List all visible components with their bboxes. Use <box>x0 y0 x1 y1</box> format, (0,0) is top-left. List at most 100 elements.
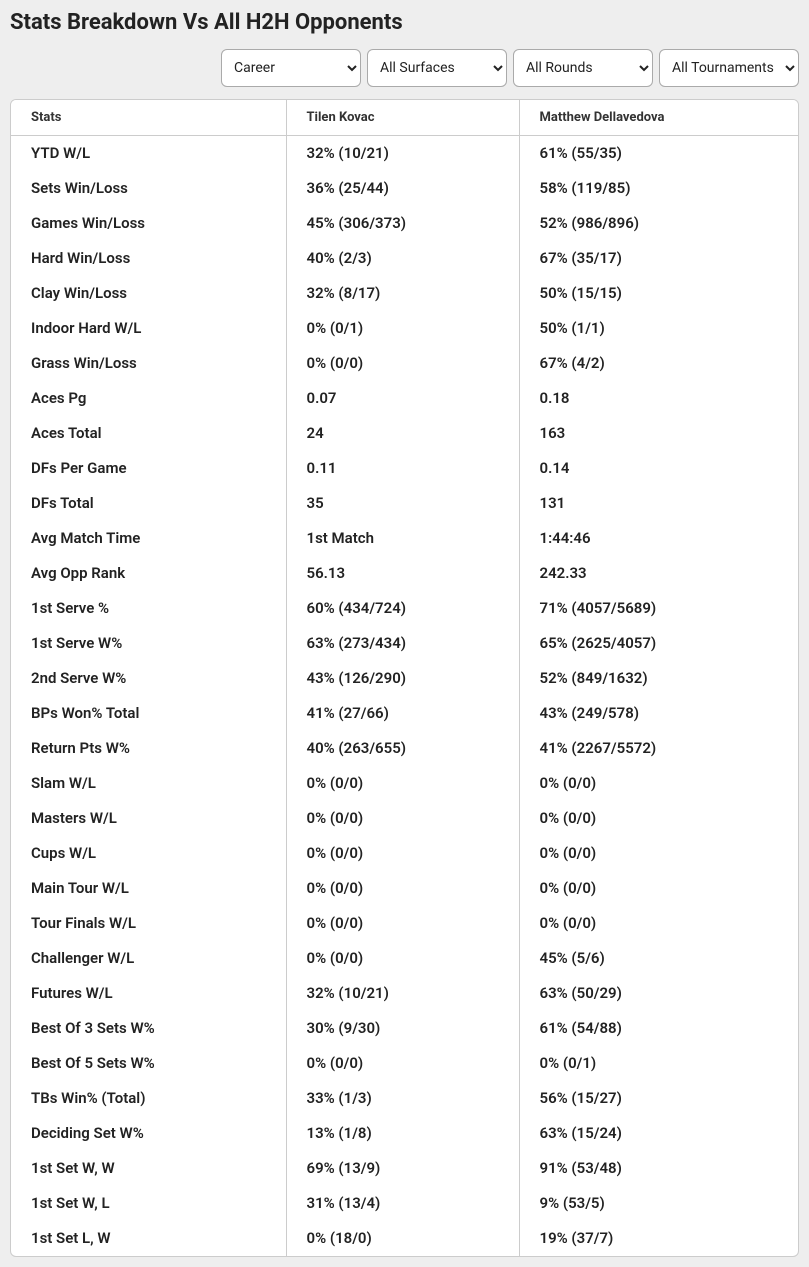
player2-value: 1:44:46 <box>519 521 798 556</box>
stat-label: TBs Win% (Total) <box>11 1081 286 1116</box>
table-row: Grass Win/Loss0% (0/0)67% (4/2) <box>11 346 798 381</box>
stat-label: Games Win/Loss <box>11 206 286 241</box>
tournament-select[interactable]: All Tournaments <box>659 49 799 87</box>
stat-label: Avg Opp Rank <box>11 556 286 591</box>
player1-value: 56.13 <box>286 556 519 591</box>
player1-value: 0.07 <box>286 381 519 416</box>
table-row: DFs Per Game0.110.14 <box>11 451 798 486</box>
stat-label: Return Pts W% <box>11 731 286 766</box>
table-row: Avg Match Time1st Match1:44:46 <box>11 521 798 556</box>
table-row: 2nd Serve W%43% (126/290)52% (849/1632) <box>11 661 798 696</box>
player1-value: 0% (18/0) <box>286 1221 519 1256</box>
stat-label: Best Of 5 Sets W% <box>11 1046 286 1081</box>
player1-value: 33% (1/3) <box>286 1081 519 1116</box>
player2-value: 0% (0/0) <box>519 871 798 906</box>
player2-value: 43% (249/578) <box>519 696 798 731</box>
table-row: Deciding Set W%13% (1/8)63% (15/24) <box>11 1116 798 1151</box>
player2-value: 61% (54/88) <box>519 1011 798 1046</box>
table-row: Clay Win/Loss32% (8/17)50% (15/15) <box>11 276 798 311</box>
table-row: Indoor Hard W/L0% (0/1)50% (1/1) <box>11 311 798 346</box>
player2-value: 91% (53/48) <box>519 1151 798 1186</box>
player2-value: 56% (15/27) <box>519 1081 798 1116</box>
player1-value: 0% (0/0) <box>286 346 519 381</box>
table-row: BPs Won% Total41% (27/66)43% (249/578) <box>11 696 798 731</box>
player1-value: 0.11 <box>286 451 519 486</box>
player1-value: 40% (2/3) <box>286 241 519 276</box>
player2-value: 61% (55/35) <box>519 136 798 171</box>
table-row: Sets Win/Loss36% (25/44)58% (119/85) <box>11 171 798 206</box>
table-row: Aces Total24163 <box>11 416 798 451</box>
player2-value: 0% (0/1) <box>519 1046 798 1081</box>
player2-value: 63% (50/29) <box>519 976 798 1011</box>
stat-label: 1st Serve % <box>11 591 286 626</box>
filter-row: Career All Surfaces All Rounds All Tourn… <box>10 49 799 87</box>
player2-value: 65% (2625/4057) <box>519 626 798 661</box>
player1-value: 0% (0/0) <box>286 906 519 941</box>
stat-label: Avg Match Time <box>11 521 286 556</box>
player2-value: 50% (1/1) <box>519 311 798 346</box>
table-row: Futures W/L32% (10/21)63% (50/29) <box>11 976 798 1011</box>
period-select[interactable]: Career <box>221 49 361 87</box>
player2-value: 52% (986/896) <box>519 206 798 241</box>
stat-label: Indoor Hard W/L <box>11 311 286 346</box>
player2-value: 58% (119/85) <box>519 171 798 206</box>
stats-table-container: Stats Tilen Kovac Matthew Dellavedova YT… <box>10 99 799 1257</box>
stat-label: Tour Finals W/L <box>11 906 286 941</box>
player1-value: 24 <box>286 416 519 451</box>
col-header-player1: Tilen Kovac <box>286 100 519 136</box>
player2-value: 67% (35/17) <box>519 241 798 276</box>
table-row: 1st Set W, W69% (13/9)91% (53/48) <box>11 1151 798 1186</box>
table-row: TBs Win% (Total)33% (1/3)56% (15/27) <box>11 1081 798 1116</box>
player1-value: 40% (263/655) <box>286 731 519 766</box>
stat-label: Slam W/L <box>11 766 286 801</box>
table-row: YTD W/L32% (10/21)61% (55/35) <box>11 136 798 171</box>
player2-value: 9% (53/5) <box>519 1186 798 1221</box>
player1-value: 45% (306/373) <box>286 206 519 241</box>
stat-label: Deciding Set W% <box>11 1116 286 1151</box>
table-row: Aces Pg0.070.18 <box>11 381 798 416</box>
player2-value: 0.18 <box>519 381 798 416</box>
player1-value: 1st Match <box>286 521 519 556</box>
stat-label: Aces Total <box>11 416 286 451</box>
page-title: Stats Breakdown Vs All H2H Opponents <box>10 10 799 35</box>
stat-label: BPs Won% Total <box>11 696 286 731</box>
table-row: Cups W/L0% (0/0)0% (0/0) <box>11 836 798 871</box>
player1-value: 0% (0/1) <box>286 311 519 346</box>
player1-value: 41% (27/66) <box>286 696 519 731</box>
player2-value: 41% (2267/5572) <box>519 731 798 766</box>
stat-label: Challenger W/L <box>11 941 286 976</box>
stat-label: Best Of 3 Sets W% <box>11 1011 286 1046</box>
stats-table: Stats Tilen Kovac Matthew Dellavedova YT… <box>11 100 798 1256</box>
player1-value: 0% (0/0) <box>286 1046 519 1081</box>
player2-value: 63% (15/24) <box>519 1116 798 1151</box>
stat-label: 1st Set W, L <box>11 1186 286 1221</box>
stat-label: 2nd Serve W% <box>11 661 286 696</box>
col-header-player2: Matthew Dellavedova <box>519 100 798 136</box>
player1-value: 43% (126/290) <box>286 661 519 696</box>
table-row: 1st Serve %60% (434/724)71% (4057/5689) <box>11 591 798 626</box>
player2-value: 45% (5/6) <box>519 941 798 976</box>
surface-select[interactable]: All Surfaces <box>367 49 507 87</box>
stat-label: Clay Win/Loss <box>11 276 286 311</box>
table-row: DFs Total35131 <box>11 486 798 521</box>
stat-label: Aces Pg <box>11 381 286 416</box>
table-row: Main Tour W/L0% (0/0)0% (0/0) <box>11 871 798 906</box>
player2-value: 0% (0/0) <box>519 906 798 941</box>
player1-value: 0% (0/0) <box>286 871 519 906</box>
player2-value: 19% (37/7) <box>519 1221 798 1256</box>
col-header-stats: Stats <box>11 100 286 136</box>
player1-value: 36% (25/44) <box>286 171 519 206</box>
table-row: Games Win/Loss45% (306/373)52% (986/896) <box>11 206 798 241</box>
table-row: Best Of 3 Sets W%30% (9/30)61% (54/88) <box>11 1011 798 1046</box>
player1-value: 0% (0/0) <box>286 836 519 871</box>
table-row: Best Of 5 Sets W%0% (0/0)0% (0/1) <box>11 1046 798 1081</box>
stat-label: 1st Set W, W <box>11 1151 286 1186</box>
stat-label: Futures W/L <box>11 976 286 1011</box>
player1-value: 13% (1/8) <box>286 1116 519 1151</box>
player2-value: 242.33 <box>519 556 798 591</box>
player2-value: 0.14 <box>519 451 798 486</box>
player2-value: 0% (0/0) <box>519 766 798 801</box>
round-select[interactable]: All Rounds <box>513 49 653 87</box>
player1-value: 60% (434/724) <box>286 591 519 626</box>
stat-label: Masters W/L <box>11 801 286 836</box>
